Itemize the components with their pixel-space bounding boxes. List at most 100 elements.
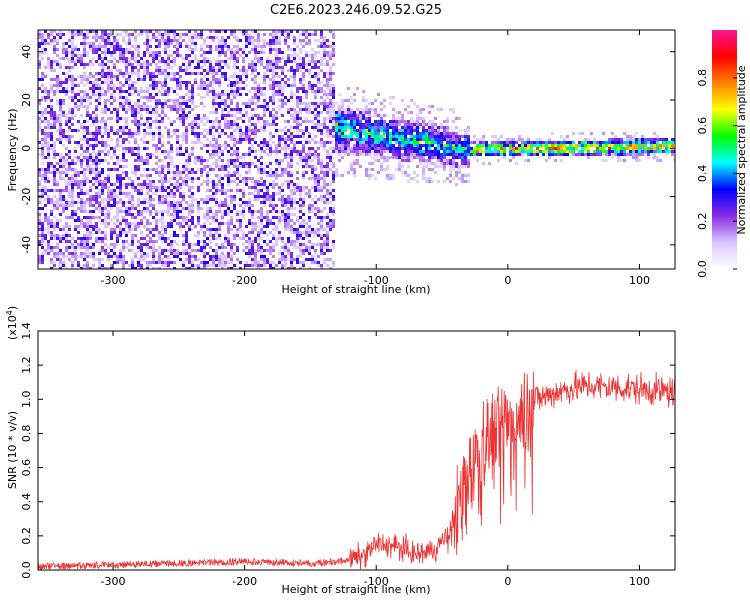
spectrogram-cell (296, 162, 299, 165)
spectrogram-cell (425, 177, 428, 180)
spectrogram-cell (146, 156, 149, 159)
spectrogram-cell (77, 57, 80, 60)
spectrogram-cell (230, 114, 233, 117)
spectrogram-cell (248, 63, 251, 66)
spectrogram-cell (248, 141, 251, 144)
spectrogram-cell (59, 66, 62, 69)
spectrogram-cell (131, 264, 134, 267)
spectrogram-cell (263, 93, 266, 96)
spectrogram-cell (275, 183, 278, 186)
spectrogram-cell (71, 237, 74, 240)
spectrogram-cell (104, 39, 107, 42)
spectrogram-cell (161, 195, 164, 198)
spectrogram-cell (371, 174, 374, 177)
spectrogram-cell (257, 99, 260, 102)
spectrogram-cell (155, 66, 158, 69)
spectrogram-cell (122, 171, 125, 174)
spectrogram-cell (251, 177, 254, 180)
spectrogram-cell (188, 171, 191, 174)
spectrogram-cell (275, 168, 278, 171)
spectrogram-cell (422, 165, 425, 168)
spectrogram-cell (287, 156, 290, 159)
spectrogram-cell (128, 132, 131, 135)
spectrogram-cell (71, 123, 74, 126)
spectrogram-cell (287, 216, 290, 219)
spectrogram-cell (290, 93, 293, 96)
spectrogram-cell (338, 129, 341, 132)
spectrogram-cell (233, 90, 236, 93)
spectrogram-cell (296, 216, 299, 219)
spectrogram-cell (149, 261, 152, 264)
spectrogram-cell (284, 150, 287, 153)
spectrogram-cell (323, 141, 326, 144)
spectrogram-cell (158, 174, 161, 177)
spectrogram-cell (302, 264, 305, 267)
spectrogram-cell (401, 153, 404, 156)
spectrogram-cell (368, 144, 371, 147)
spectrogram-cell (47, 189, 50, 192)
spectrogram-cell (278, 258, 281, 261)
spectrogram-cell (149, 180, 152, 183)
spectrogram-cell (416, 165, 419, 168)
spectrogram-cell (254, 222, 257, 225)
spectrogram-cell (239, 129, 242, 132)
spectrogram-cell (77, 216, 80, 219)
spectrogram-cell (257, 144, 260, 147)
spectrogram-cell (62, 99, 65, 102)
spectrogram-cell (257, 249, 260, 252)
spectrogram-cell (80, 189, 83, 192)
spectrogram-cell (224, 120, 227, 123)
spectrogram-cell (95, 51, 98, 54)
spectrogram-cell (410, 132, 413, 135)
spectrogram-cell (116, 156, 119, 159)
spectrogram-cell (110, 72, 113, 75)
spectrogram-cell (80, 105, 83, 108)
spectrogram-cell (380, 102, 383, 105)
spectrogram-cell (128, 36, 131, 39)
spectrogram-cell (227, 228, 230, 231)
spectrogram-cell (53, 237, 56, 240)
spectrogram-cell (230, 135, 233, 138)
spectrogram-cell (302, 39, 305, 42)
spectrogram-cell (92, 45, 95, 48)
spectrogram-cell (236, 153, 239, 156)
spectrogram-cell (332, 93, 335, 96)
spectrogram-cell (410, 156, 413, 159)
spectrogram-cell (326, 60, 329, 63)
spectrogram-cell (101, 108, 104, 111)
spectrogram-cell (164, 261, 167, 264)
spectrogram-cell (263, 231, 266, 234)
spectrogram-cell (281, 105, 284, 108)
spectrogram-cell (311, 120, 314, 123)
spectrogram-cell (251, 225, 254, 228)
spectrogram-cell (338, 153, 341, 156)
spectrogram-cell (83, 75, 86, 78)
spectrogram-cell (344, 138, 347, 141)
figure-title: C2E6.2023.246.09.52.G25 (270, 3, 442, 18)
spectrogram-cell (38, 30, 41, 33)
spectrogram-cell (38, 60, 41, 63)
spectrogram-cell (182, 264, 185, 267)
spectrogram-cell (218, 159, 221, 162)
spectrogram-cell (137, 102, 140, 105)
spectrogram-cell (56, 87, 59, 90)
spectrogram-cell (227, 180, 230, 183)
spectrogram-cell (158, 159, 161, 162)
spectrogram-cell (125, 132, 128, 135)
spectrogram-cell (71, 177, 74, 180)
spectrogram-cell (143, 180, 146, 183)
spectrogram-cell (200, 60, 203, 63)
spectrogram-cell (293, 243, 296, 246)
spectrogram-cell (149, 156, 152, 159)
spectrogram-cell (224, 30, 227, 33)
spectrogram-cell (131, 153, 134, 156)
spectrogram-cell (95, 141, 98, 144)
spectrogram-cell (182, 171, 185, 174)
spectrogram-cell (218, 126, 221, 129)
spectrogram-cell (434, 141, 437, 144)
spectrogram-cell (59, 120, 62, 123)
spectrogram-cell (86, 264, 89, 267)
spectrogram-cell (254, 165, 257, 168)
spectrogram-cell (50, 108, 53, 111)
spectrogram-cell (200, 168, 203, 171)
